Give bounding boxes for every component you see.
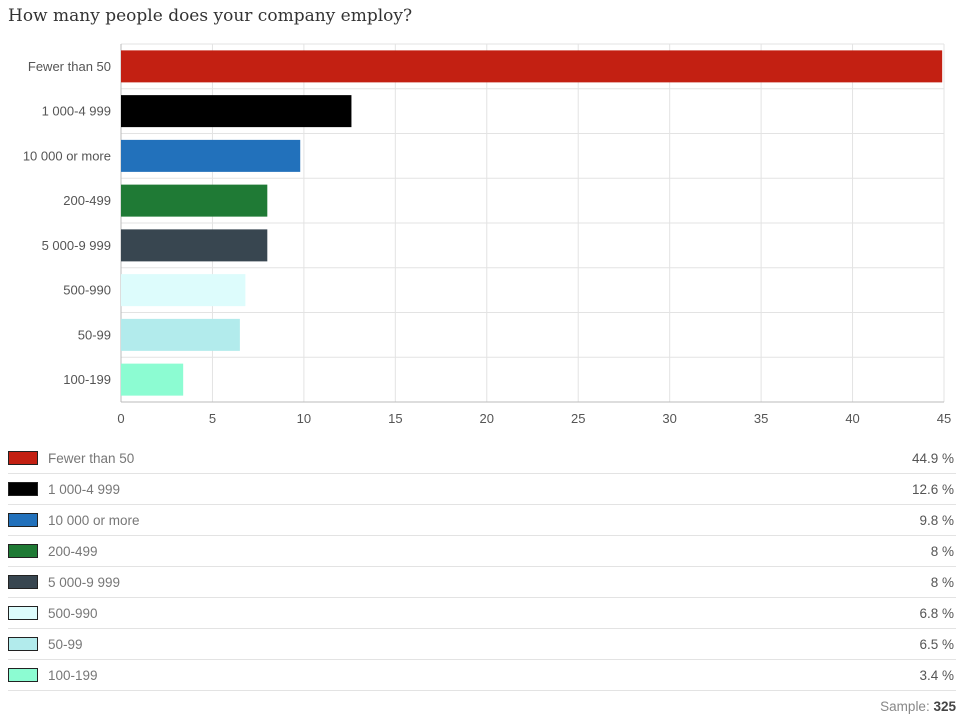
legend-value: 3.4 %: [919, 667, 954, 683]
sample-size: Sample: 325: [880, 699, 956, 714]
legend-label: 50-99: [48, 636, 83, 652]
legend-value: 6.8 %: [919, 605, 954, 621]
legend-swatch: [8, 668, 38, 682]
x-tick-label: 5: [209, 411, 216, 426]
category-label: 100-199: [63, 372, 111, 387]
x-tick-label: 15: [388, 411, 402, 426]
legend-swatch: [8, 451, 38, 465]
legend-swatch: [8, 575, 38, 589]
bar: [121, 318, 240, 351]
legend-label: 500-990: [48, 605, 98, 621]
bar: [121, 95, 352, 128]
legend-value: 6.5 %: [919, 636, 954, 652]
chart-question-title: How many people does your company employ…: [8, 6, 413, 26]
bar: [121, 229, 268, 262]
legend-label: Fewer than 50: [48, 450, 135, 466]
x-tick-label: 20: [480, 411, 494, 426]
legend-swatch: [8, 513, 38, 527]
legend-row: 5 000-9 999 8 %: [8, 567, 956, 598]
legend-row: 50-99 6.5 %: [8, 629, 956, 660]
legend-value: 44.9 %: [911, 450, 954, 466]
legend-swatch: [8, 637, 38, 651]
legend-row: 500-990 6.8 %: [8, 598, 956, 629]
legend-row: 100-199 3.4 %: [8, 660, 956, 691]
x-tick-label: 10: [297, 411, 311, 426]
sample-label: Sample:: [880, 699, 930, 714]
x-tick-label: 40: [845, 411, 859, 426]
bar-chart: Fewer than 50 1 000-4 999 10 000 or more 20…: [23, 43, 951, 426]
legend-swatch: [8, 482, 38, 496]
legend-value: 9.8 %: [919, 512, 954, 528]
category-label: 50-99: [78, 327, 111, 342]
legend-swatch: [8, 606, 38, 620]
x-tick-label: 30: [662, 411, 676, 426]
legend-swatch: [8, 544, 38, 558]
legend-row: 10 000 or more 9.8 %: [8, 505, 956, 536]
bar: [121, 50, 943, 83]
category-label: 5 000-9 999: [42, 238, 111, 253]
legend-label: 5 000-9 999: [48, 574, 121, 590]
legend-label: 10 000 or more: [48, 512, 140, 528]
legend-row: Fewer than 50 44.9 %: [8, 443, 956, 474]
bar: [121, 139, 301, 172]
legend-table: Fewer than 50 44.9 % 1 000-4 999 12.6 % …: [8, 443, 956, 691]
x-tick-label: 35: [754, 411, 768, 426]
legend-label: 200-499: [48, 543, 98, 559]
legend-value: 12.6 %: [911, 481, 954, 497]
sample-value: 325: [933, 699, 956, 714]
legend-row: 200-499 8 %: [8, 536, 956, 567]
category-label: 200-499: [63, 193, 111, 208]
category-label: 10 000 or more: [23, 148, 111, 163]
category-label: 1 000-4 999: [42, 104, 111, 119]
legend-value: 8 %: [930, 574, 954, 590]
x-tick-label: 0: [117, 411, 124, 426]
legend-label: 100-199: [48, 667, 98, 683]
category-label: 500-990: [63, 283, 111, 298]
category-label: Fewer than 50: [28, 59, 111, 74]
x-tick-label: 45: [937, 411, 951, 426]
legend-row: 1 000-4 999 12.6 %: [8, 474, 956, 505]
legend-label: 1 000-4 999: [48, 481, 121, 497]
bar: [121, 363, 184, 396]
legend-value: 8 %: [930, 543, 954, 559]
bar: [121, 274, 246, 307]
bar: [121, 184, 268, 217]
x-tick-label: 25: [571, 411, 585, 426]
